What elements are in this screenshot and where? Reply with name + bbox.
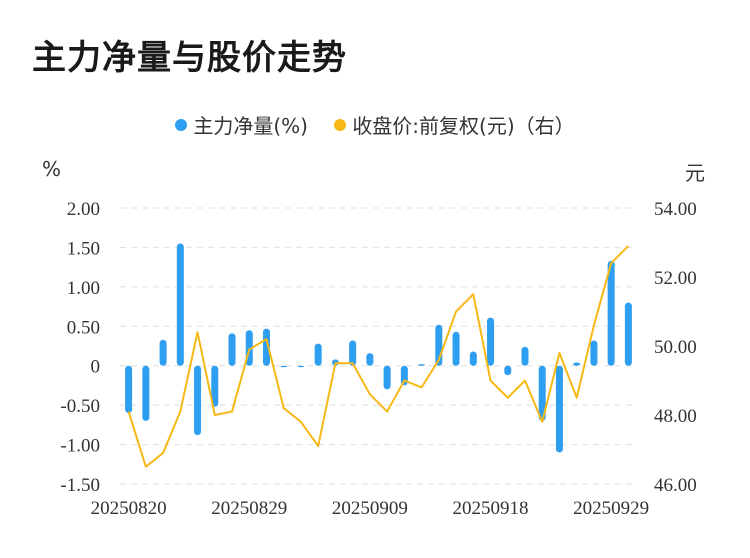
bar[interactable] (555, 365, 563, 453)
left-axis-tick-label: -0.50 (60, 396, 100, 417)
bar[interactable] (262, 328, 270, 366)
bar[interactable] (349, 340, 357, 366)
bar[interactable] (228, 333, 236, 366)
legend-bar-label: 主力净量(%) (193, 114, 308, 138)
chart-title: 主力净量与股价走势 (32, 38, 347, 78)
bar[interactable] (194, 365, 202, 436)
left-axis-tick-label: 1.50 (67, 238, 100, 259)
bar[interactable] (211, 365, 219, 407)
bar[interactable] (314, 343, 322, 366)
left-axis-tick-label: -1.50 (60, 475, 100, 496)
bar[interactable] (590, 340, 598, 366)
right-axis-unit: 元 (685, 161, 705, 185)
legend-line-marker-icon (334, 118, 347, 131)
bar[interactable] (624, 302, 632, 366)
bar[interactable] (142, 365, 150, 421)
bar[interactable] (469, 351, 477, 366)
bar[interactable] (487, 317, 495, 366)
bar[interactable] (538, 365, 546, 421)
right-axis-tick-label: 48.00 (654, 406, 697, 427)
bar[interactable] (504, 365, 512, 376)
left-axis-ticks: 2.00 1.50 1.00 0.50 0 -0.50 -1.00 -1.50 (60, 199, 100, 496)
bar[interactable] (125, 365, 133, 414)
x-axis-ticks: 20250820 20250829 20250909 20250918 20250929 (91, 498, 650, 519)
bar[interactable] (159, 339, 167, 366)
line-series-close-price (127, 245, 630, 468)
left-axis-tick-label: 2.00 (67, 199, 100, 220)
bar[interactable] (521, 346, 529, 366)
bar[interactable] (383, 365, 391, 390)
left-axis-tick-label: -1.00 (60, 436, 100, 457)
right-axis-tick-label: 50.00 (654, 337, 697, 358)
bar[interactable] (366, 353, 374, 366)
left-axis-unit: % (42, 157, 62, 181)
left-axis-tick-label: 1.00 (67, 278, 100, 299)
x-axis-tick-label: 20250820 (91, 498, 167, 519)
legend-item-bar[interactable]: 主力净量(%) (175, 110, 308, 139)
bar[interactable] (176, 243, 184, 366)
bar[interactable] (297, 365, 305, 368)
legend-item-line[interactable]: 收盘价:前复权(元)（右） (334, 110, 575, 139)
price-line[interactable] (127, 245, 630, 468)
bar-series-main-net-volume (125, 243, 632, 453)
bar[interactable] (418, 364, 426, 366)
right-axis-tick-label: 46.00 (654, 475, 697, 496)
right-axis-ticks: 54.00 52.00 50.00 48.00 46.00 (654, 199, 697, 496)
bar[interactable] (452, 331, 460, 366)
x-axis-tick-label: 20250829 (211, 498, 287, 519)
right-axis-tick-label: 52.00 (654, 268, 697, 289)
bar[interactable] (607, 260, 615, 366)
grid-lines (120, 207, 637, 485)
legend-bar-marker-icon (175, 118, 188, 131)
x-axis-tick-label: 20250918 (453, 498, 529, 519)
bar[interactable] (573, 362, 581, 366)
legend-line-label: 收盘价:前复权(元)（右） (352, 114, 575, 138)
right-axis-tick-label: 54.00 (654, 199, 697, 220)
left-axis-tick-label: 0 (91, 357, 101, 378)
left-axis-tick-label: 0.50 (67, 317, 100, 338)
bar[interactable] (280, 365, 288, 368)
chart-legend: 主力净量(%) 收盘价:前复权(元)（右） (0, 110, 750, 139)
x-axis-tick-label: 20250909 (332, 498, 408, 519)
x-axis-tick-label: 20250929 (573, 498, 649, 519)
